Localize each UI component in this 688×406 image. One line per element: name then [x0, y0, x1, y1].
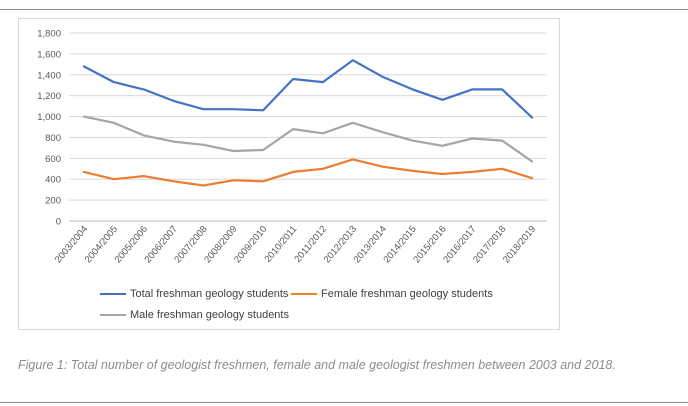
y-tick-label: 1,400 — [37, 70, 61, 81]
y-tick-label: 0 — [56, 217, 61, 228]
line-chart: 02004006008001,0001,2001,4001,6001,80020… — [37, 29, 547, 265]
series-line-male — [82, 115, 534, 163]
legend-label-female: Female freshman geology students — [321, 288, 493, 300]
legend-item-female: Female freshman geology students — [291, 288, 493, 300]
y-tick-label: 1,200 — [37, 91, 61, 102]
series-line-total — [82, 59, 534, 119]
chart-frame: 0 200 400 600 800 1,000 1,200 1,400 1,600 1,800 20… — [18, 18, 560, 330]
legend-swatch-total — [100, 293, 126, 295]
y-tick-label: 200 — [45, 196, 61, 207]
legend-label-male: Male freshman geology students — [130, 309, 289, 321]
y-tick-label: 1,600 — [37, 49, 61, 60]
bottom-divider — [0, 402, 688, 403]
y-tick-label: 800 — [45, 133, 61, 144]
y-tick-label: 600 — [45, 154, 61, 165]
legend-swatch-female — [291, 293, 317, 295]
top-divider — [0, 9, 688, 10]
y-tick-label: 1,800 — [37, 29, 61, 40]
legend-label-total: Total freshman geology students — [130, 288, 289, 300]
legend-item-total: Total freshman geology students — [100, 288, 288, 300]
y-tick-label: 1,000 — [37, 112, 61, 123]
figure-caption: Figure 1: Total number of geologist fres… — [18, 358, 616, 372]
series-line-female — [82, 158, 534, 187]
legend-swatch-male — [100, 314, 126, 316]
legend-item-male: Male freshman geology students — [100, 309, 289, 321]
y-tick-label: 400 — [45, 175, 61, 186]
